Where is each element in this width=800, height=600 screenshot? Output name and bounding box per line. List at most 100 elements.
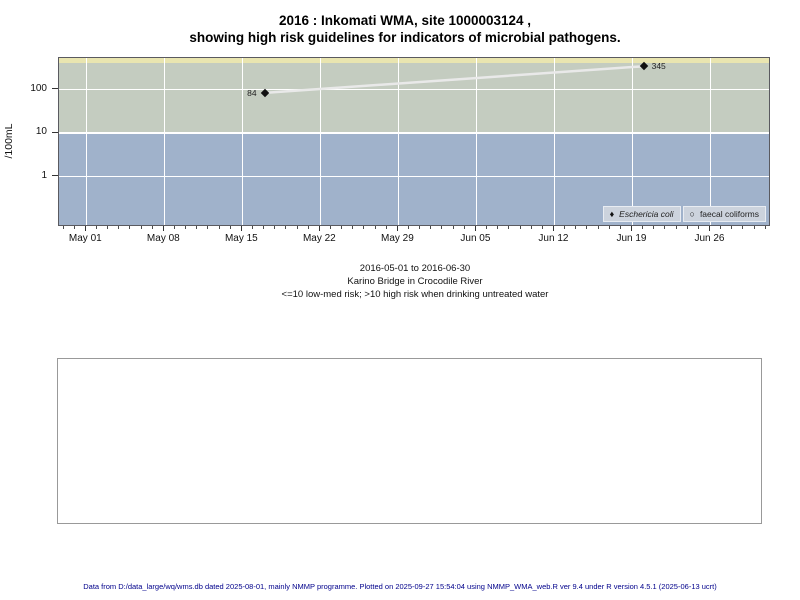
- x-tick-label: Jun 26: [694, 233, 725, 244]
- x-minor-tick: [564, 226, 566, 229]
- legend-label-eschericia-coli: Eschericia coli: [619, 209, 674, 219]
- x-tick-label: May 15: [224, 233, 258, 244]
- y-tick-label: 100: [30, 82, 47, 94]
- risk-zone-band-above-400: [59, 58, 769, 63]
- chart-title-line2: showing high risk guidelines for indicat…: [189, 29, 621, 45]
- x-minor-tick: [129, 226, 131, 229]
- x-tick-label: Jun 19: [616, 233, 647, 244]
- x-minor-tick: [731, 226, 733, 229]
- x-minor-tick: [408, 226, 410, 229]
- x-minor-tick: [419, 226, 421, 229]
- x-tick-label: May 01: [68, 233, 102, 244]
- x-minor-tick: [341, 226, 343, 229]
- y-tick-label: 10: [35, 126, 47, 138]
- x-minor-tick: [720, 226, 722, 229]
- x-minor-tick: [363, 226, 365, 229]
- filled-diamond-icon: ♦: [609, 209, 615, 219]
- x-minor-tick: [374, 226, 376, 229]
- x-gridline: [709, 58, 712, 225]
- legend-item-faecal-coliforms: ○ faecal coliforms: [682, 206, 766, 222]
- x-minor-tick: [597, 226, 599, 229]
- x-minor-tick: [307, 226, 309, 229]
- x-major-tick: [474, 226, 476, 231]
- x-minor-tick: [263, 226, 265, 229]
- x-minor-tick: [430, 226, 432, 229]
- x-minor-tick: [196, 226, 198, 229]
- x-minor-tick: [664, 226, 666, 229]
- subtitle-site-name: Karino Bridge in Crocodile River: [347, 276, 483, 287]
- x-minor-tick: [274, 226, 276, 229]
- subtitle-date-range: 2016-05-01 to 2016-06-30: [359, 263, 471, 274]
- y-tick-label: 1: [41, 169, 47, 181]
- x-major-tick: [630, 226, 632, 231]
- x-minor-tick: [653, 226, 655, 229]
- x-tick-label: May 22: [302, 233, 336, 244]
- x-minor-tick: [764, 226, 766, 229]
- x-minor-tick: [296, 226, 298, 229]
- x-tick-label: Jun 05: [460, 233, 491, 244]
- x-gridline: [397, 58, 400, 225]
- legend-item-eschericia-coli: ♦ Eschericia coli: [602, 206, 681, 222]
- empty-panel: [57, 358, 762, 524]
- x-minor-tick: [463, 226, 465, 229]
- x-minor-tick: [452, 226, 454, 229]
- x-minor-tick: [62, 226, 64, 229]
- x-gridline: [631, 58, 634, 225]
- chart-subtitle: 2016-05-01 to 2016-06-30 Karino Bridge i…: [0, 262, 800, 301]
- x-minor-tick: [118, 226, 120, 229]
- x-minor-tick: [697, 226, 699, 229]
- y-axis: 100 10 1: [0, 57, 58, 226]
- x-gridline: [85, 58, 88, 225]
- x-minor-tick: [608, 226, 610, 229]
- x-minor-tick: [151, 226, 153, 229]
- legend-label-faecal-coliforms: faecal coliforms: [699, 209, 759, 219]
- x-major-tick: [396, 226, 398, 231]
- x-minor-tick: [173, 226, 175, 229]
- x-gridline: [163, 58, 166, 225]
- data-point-label: 84: [247, 87, 257, 98]
- x-minor-tick: [586, 226, 588, 229]
- x-tick-label: May 08: [146, 233, 180, 244]
- x-major-tick: [84, 226, 86, 231]
- chart-title-line1: 2016 : Inkomati WMA, site 1000003124 ,: [278, 13, 532, 28]
- x-minor-tick: [753, 226, 755, 229]
- x-minor-tick: [575, 226, 577, 229]
- y-tick: [52, 88, 58, 90]
- x-major-tick: [708, 226, 710, 231]
- x-minor-tick: [352, 226, 354, 229]
- plot-area: ♦ Eschericia coli ○ faecal coliforms 84 3…: [58, 57, 770, 226]
- x-minor-tick: [686, 226, 688, 229]
- x-minor-tick: [619, 226, 621, 229]
- risk-zone-high-risk-above-10: [59, 62, 769, 134]
- x-minor-tick: [675, 226, 677, 229]
- x-minor-tick: [330, 226, 332, 229]
- x-minor-tick: [95, 226, 97, 229]
- chart-title: 2016 : Inkomati WMA, site 1000003124 , s…: [0, 13, 800, 46]
- x-minor-tick: [140, 226, 142, 229]
- chart-legend: ♦ Eschericia coli ○ faecal coliforms: [602, 206, 766, 222]
- x-minor-tick: [207, 226, 209, 229]
- x-minor-tick: [185, 226, 187, 229]
- x-axis: May 01 May 08 May 15 May 22 May 29 Jun 05 Jun …: [58, 226, 770, 252]
- x-major-tick: [318, 226, 320, 231]
- x-minor-tick: [742, 226, 744, 229]
- x-minor-tick: [229, 226, 231, 229]
- x-minor-tick: [385, 226, 387, 229]
- x-tick-label: May 29: [380, 233, 414, 244]
- open-circle-icon: ○: [689, 209, 695, 219]
- data-point-label: 345: [651, 61, 666, 72]
- x-minor-tick: [642, 226, 644, 229]
- x-minor-tick: [519, 226, 521, 229]
- x-minor-tick: [541, 226, 543, 229]
- footer-note: Data from D:/data_large/wq/wms.db dated …: [83, 582, 717, 591]
- x-minor-tick: [285, 226, 287, 229]
- y-gridline: [59, 132, 769, 134]
- x-minor-tick: [497, 226, 499, 229]
- x-major-tick: [240, 226, 242, 231]
- y-tick: [52, 131, 58, 133]
- x-minor-tick: [486, 226, 488, 229]
- x-minor-tick: [218, 226, 220, 229]
- y-tick: [52, 175, 58, 177]
- y-gridline: [59, 175, 769, 178]
